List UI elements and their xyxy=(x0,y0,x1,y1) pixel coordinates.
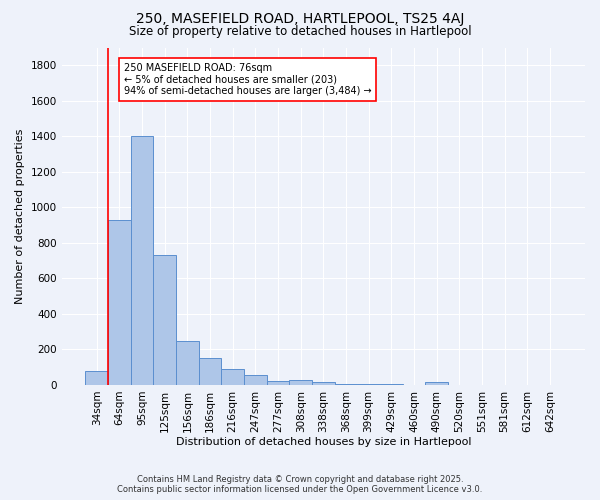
Bar xyxy=(289,380,312,385)
Text: Size of property relative to detached houses in Hartlepool: Size of property relative to detached ho… xyxy=(128,25,472,38)
Bar xyxy=(131,136,154,385)
Bar xyxy=(176,340,199,385)
Bar xyxy=(266,380,289,385)
Bar xyxy=(312,382,335,385)
Bar xyxy=(425,382,448,385)
Bar xyxy=(221,369,244,385)
Text: 250, MASEFIELD ROAD, HARTLEPOOL, TS25 4AJ: 250, MASEFIELD ROAD, HARTLEPOOL, TS25 4A… xyxy=(136,12,464,26)
Text: 250 MASEFIELD ROAD: 76sqm
← 5% of detached houses are smaller (203)
94% of semi-: 250 MASEFIELD ROAD: 76sqm ← 5% of detach… xyxy=(124,63,371,96)
Bar xyxy=(335,384,358,385)
Text: Contains HM Land Registry data © Crown copyright and database right 2025.
Contai: Contains HM Land Registry data © Crown c… xyxy=(118,474,482,494)
Y-axis label: Number of detached properties: Number of detached properties xyxy=(15,128,25,304)
X-axis label: Distribution of detached houses by size in Hartlepool: Distribution of detached houses by size … xyxy=(176,438,471,448)
Bar xyxy=(85,370,108,385)
Bar xyxy=(154,256,176,385)
Bar xyxy=(199,358,221,385)
Bar xyxy=(358,384,380,385)
Bar xyxy=(380,384,403,385)
Bar xyxy=(108,220,131,385)
Bar xyxy=(244,375,266,385)
